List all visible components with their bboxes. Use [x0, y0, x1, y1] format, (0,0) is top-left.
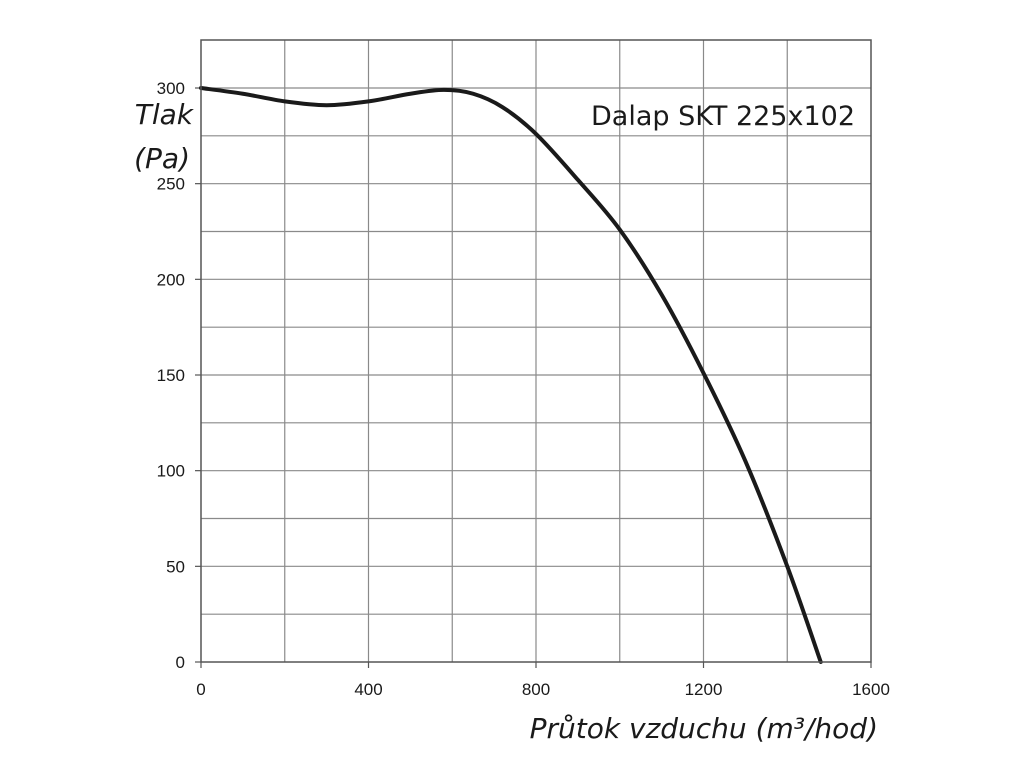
y-axis-label-line2: (Pa)	[134, 142, 190, 175]
y-tick-label: 300	[157, 79, 185, 98]
y-axis-label-line1: Tlak	[135, 98, 195, 131]
chart-title: Dalap SKT 225x102	[591, 101, 855, 132]
pressure-curve-line	[199, 86, 823, 664]
x-tick-label: 1600	[852, 680, 890, 699]
y-tick-label: 250	[157, 175, 185, 194]
tick-labels: 0 400 800 1200 1600 0 50 100 150 200 250 300	[157, 79, 890, 699]
y-tick-label: 100	[157, 462, 185, 481]
x-axis-label: Průtok vzduchu (m³/hod)	[530, 712, 878, 745]
x-tick-label: 400	[354, 680, 382, 699]
plot-border	[200, 39, 872, 663]
y-tick-label: 150	[157, 366, 185, 385]
y-tick-label: 50	[166, 557, 185, 576]
x-tick-label: 1200	[685, 680, 723, 699]
x-tick-label: 0	[196, 680, 205, 699]
x-tick-label: 800	[522, 680, 550, 699]
series	[199, 86, 823, 664]
y-tick-label: 200	[157, 270, 185, 289]
y-tick-label: 0	[176, 653, 185, 672]
